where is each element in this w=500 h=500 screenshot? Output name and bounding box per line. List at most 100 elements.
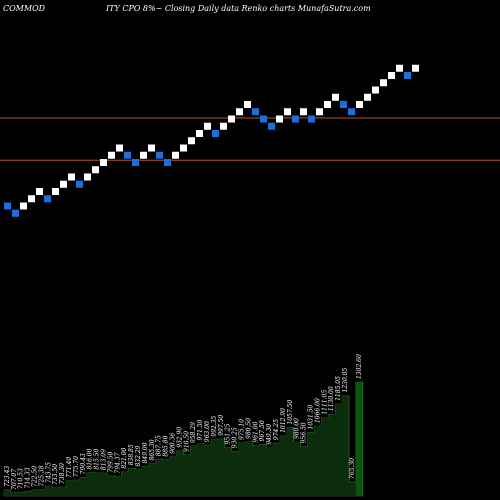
renko-brick-down — [260, 115, 267, 123]
volume-label: 932.90 — [176, 427, 183, 448]
volume-label: 1111.05 — [321, 390, 328, 415]
chart-header-title: ITY CPO 8%~ Closing Daily data Renko cha… — [106, 4, 371, 13]
volume-bar — [93, 472, 101, 496]
volume-bar — [183, 454, 190, 496]
volume-label: 961.00 — [252, 421, 259, 442]
renko-brick-up — [324, 101, 331, 108]
volume-label: 722.50 — [32, 466, 39, 487]
volume-bar — [17, 492, 25, 496]
renko-brick-up — [28, 195, 35, 203]
volume-bar — [204, 445, 211, 496]
volume-label: 910.50 — [183, 431, 190, 452]
volume-label: 816.00 — [87, 448, 94, 469]
volume-bar — [321, 417, 328, 496]
volume-label: 1057.50 — [287, 400, 294, 425]
volume-label: 849.00 — [142, 442, 149, 463]
volume-bar — [342, 395, 349, 496]
renko-brick-up — [84, 173, 91, 181]
volume-bar — [307, 432, 315, 496]
volume-bar — [300, 446, 308, 496]
renko-brick-down — [292, 115, 299, 123]
volume-label: 832.29 — [135, 445, 142, 466]
volume-bar — [197, 443, 204, 496]
volume-label: 930.25 — [232, 427, 239, 448]
renko-brick-down — [340, 101, 347, 108]
renko-brick-up — [196, 130, 203, 137]
volume-label: 799.50 — [107, 451, 114, 472]
volume-bar — [273, 443, 280, 496]
volume-bar — [169, 456, 177, 496]
renko-brick-down — [164, 159, 171, 166]
renko-brick-down — [268, 122, 275, 130]
renko-brick-up — [236, 108, 243, 116]
volume-label: 887.75 — [156, 435, 163, 456]
volume-bar — [266, 447, 273, 496]
renko-brick-down — [44, 195, 51, 203]
volume-label: 743.75 — [45, 462, 52, 483]
volume-bar — [252, 445, 259, 496]
volume-bar — [31, 489, 39, 496]
volume-label: 1012.90 — [280, 408, 287, 433]
chart-header-left: COMMOD — [3, 4, 46, 13]
volume-bar — [190, 446, 197, 496]
renko-brick-up — [316, 108, 323, 116]
volume-label: 971.50 — [197, 419, 204, 440]
volume-bar — [280, 435, 287, 496]
volume-label: 838.85 — [128, 444, 135, 465]
volume-bar — [107, 475, 114, 496]
volume-label: 815.50 — [94, 448, 101, 469]
volume-label: 707.07 — [11, 469, 18, 490]
reference-lines — [0, 117, 500, 161]
volume-label: 997.50 — [218, 415, 225, 436]
volume-label: 821.00 — [121, 447, 128, 468]
renko-brick-down — [124, 151, 131, 159]
volume-bar — [10, 492, 18, 496]
volume-bar — [314, 426, 321, 496]
volume-bar — [45, 485, 52, 496]
volume-label: 714.33 — [25, 467, 32, 488]
volume-bar — [148, 463, 156, 496]
volume-bar — [59, 487, 66, 496]
renko-brick-up — [372, 86, 379, 94]
renko-brick-up — [204, 122, 211, 130]
volume-bar — [217, 438, 225, 496]
renko-brick-up — [396, 64, 403, 72]
renko-brick-down — [4, 202, 11, 210]
volume-bar — [38, 489, 45, 496]
volume-bar — [335, 403, 342, 496]
volume-label: 710.53 — [18, 468, 25, 489]
volume-bar — [114, 476, 121, 496]
renko-brick-up — [116, 144, 123, 152]
volume-label: 1031.50 — [308, 404, 315, 429]
volume-label: 885.80 — [163, 435, 170, 456]
renko-brick-up — [36, 188, 43, 195]
volume-label: 958.29 — [190, 422, 197, 443]
volume-label: 1230.05 — [342, 368, 349, 393]
renko-brick-up — [180, 144, 187, 152]
renko-brick-down — [404, 72, 411, 79]
volume-label: 900.36 — [170, 433, 177, 454]
volume-bar — [79, 477, 87, 496]
volume-bar — [286, 427, 294, 496]
volume-label: 865.30 — [149, 439, 156, 460]
renko-brick-up — [276, 115, 283, 123]
volume-label: 956.50 — [301, 422, 308, 443]
volume-label: 790.43 — [80, 453, 87, 474]
renko-brick-down — [212, 130, 219, 137]
renko-brick-up — [300, 108, 307, 116]
renko-brick-up — [68, 173, 75, 181]
volume-label: 771.40 — [66, 457, 73, 478]
renko-brick-up — [60, 180, 67, 188]
renko-brick-up — [380, 79, 387, 87]
volume-label: 974.25 — [273, 419, 280, 440]
renko-brick-up — [284, 108, 291, 116]
volume-label: 951.25 — [225, 423, 232, 444]
renko-brick-up — [188, 137, 195, 145]
volume-label: 1130.00 — [328, 386, 335, 411]
renko-brick-up — [332, 93, 339, 101]
volume-label: 775.70 — [73, 456, 80, 477]
renko-brick-up — [388, 72, 395, 79]
volume-label: 725.38 — [38, 465, 45, 486]
